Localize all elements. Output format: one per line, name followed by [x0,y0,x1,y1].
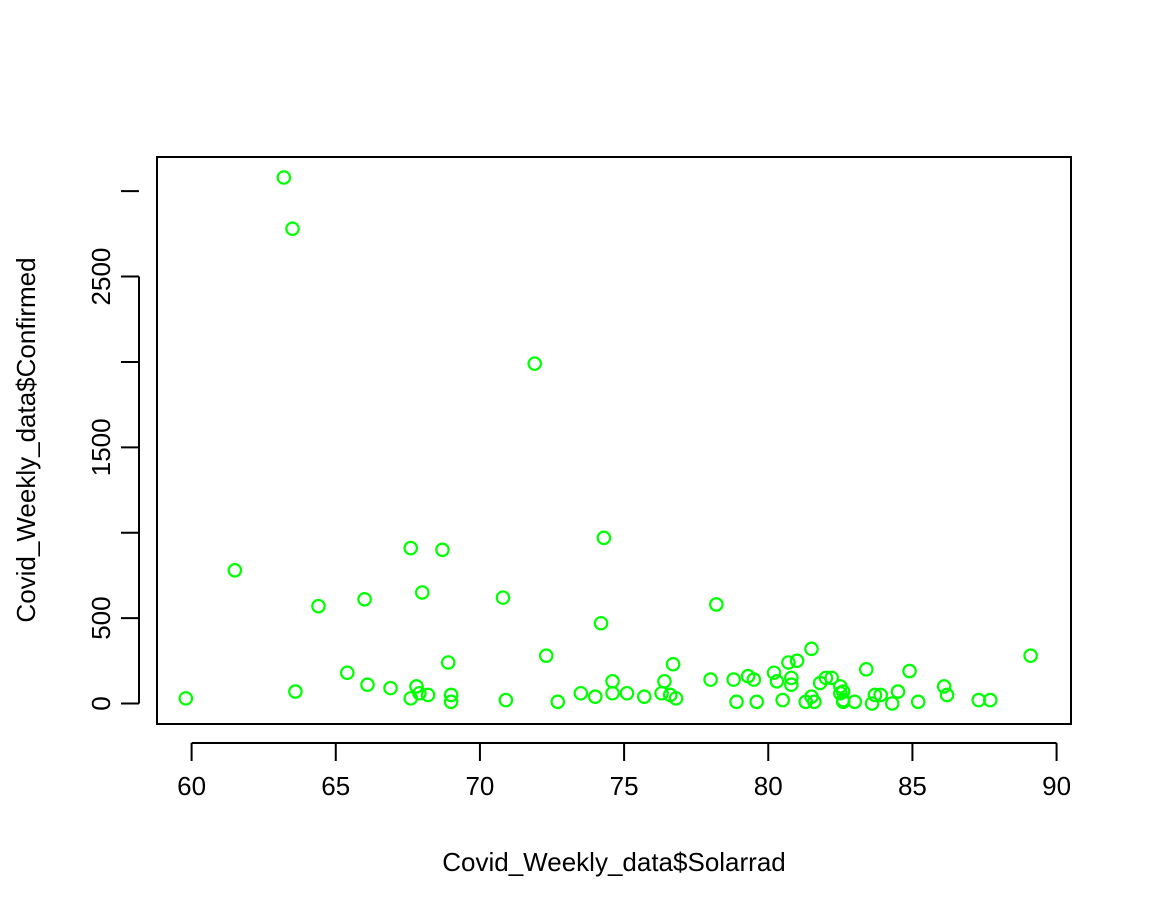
data-point [703,672,718,687]
data-point [435,542,450,558]
data-point [807,694,822,710]
data-point [339,665,355,681]
data-point [910,694,926,710]
data-point [605,674,620,689]
data-point [1023,648,1038,663]
x-tick-label: 90 [1042,771,1071,801]
data-point [538,648,554,663]
data-point [360,677,375,693]
x-tick-label: 80 [754,771,783,801]
y-axis-title: Covid_Weekly_data$Confirmed [11,257,41,622]
x-tick-label: 85 [898,771,927,801]
data-point [867,687,883,703]
plot-frame [156,156,1072,725]
y-tick-label: 1500 [86,418,116,476]
data-point [412,685,427,701]
data-point [749,694,765,710]
x-tick-label: 60 [177,771,206,801]
data-point [873,687,889,703]
data-point [784,677,799,693]
data-point [178,691,194,706]
data-point [890,684,906,699]
data-point [939,687,955,703]
data-point [902,663,917,679]
data-point [498,692,514,708]
x-axis: 60 65 70 75 80 85 90 [177,742,1071,801]
data-point [357,592,372,607]
data-point [550,694,566,710]
data-point [573,685,589,701]
data-point [285,221,300,237]
data-point [835,684,851,699]
data-point [443,687,459,703]
data-point [847,694,863,710]
y-tick-label: 2500 [86,248,116,306]
data-point [982,692,998,708]
y-tick-label: 500 [86,596,116,639]
data-point [824,670,839,686]
data-point [288,684,303,699]
data-point [775,692,790,708]
data-point [726,672,741,687]
data-point [495,590,511,605]
data-point [587,689,603,704]
data-point [527,356,543,371]
data-point [769,674,785,689]
data-point [420,687,436,703]
x-axis-title: Covid_Weekly_data$Solarrad [442,847,786,877]
data-point [784,670,799,686]
data-point [818,670,834,686]
data-point [227,562,243,578]
x-tick-label: 75 [610,771,639,801]
data-points [178,170,1038,711]
data-point [619,685,635,701]
x-tick-label: 65 [321,771,350,801]
data-point [593,615,609,631]
data-point [440,655,456,670]
y-axis: 0 500 1500 2500 [86,190,140,711]
data-point [858,662,874,677]
data-point [654,685,669,701]
data-point [276,170,292,185]
y-tick-label: 0 [86,696,116,710]
data-point [403,540,419,556]
data-point [409,679,424,694]
data-point [789,653,805,669]
data-point [596,530,612,546]
data-point [665,656,681,672]
data-point [311,598,326,614]
data-point [657,674,672,689]
data-point [884,696,900,711]
data-point [605,685,620,701]
data-point [668,691,684,706]
data-point [383,680,398,696]
data-point [936,679,952,694]
data-point [729,694,744,710]
data-point [709,597,724,612]
data-point [414,585,430,600]
data-point [804,641,819,657]
data-point [864,696,880,711]
data-point [766,665,782,681]
data-point [443,694,459,710]
data-point [636,689,652,704]
data-point [781,655,796,670]
data-point [746,672,762,687]
x-tick-label: 70 [465,771,494,801]
